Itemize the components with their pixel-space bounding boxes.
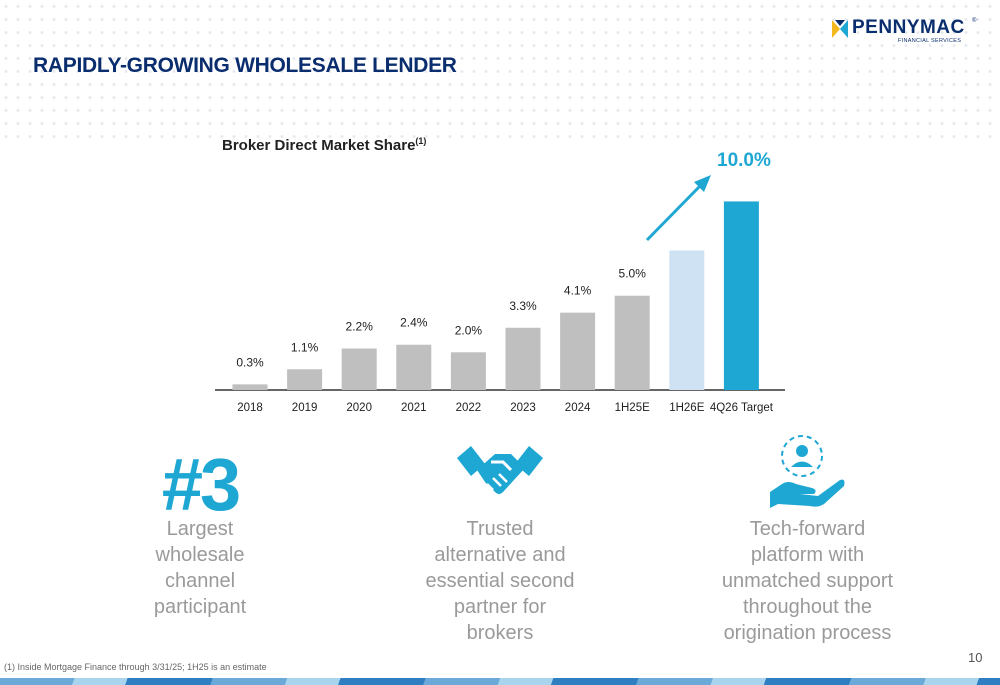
data-label-2019: 1.1%: [291, 340, 319, 354]
footnote: (1) Inside Mortgage Finance through 3/31…: [4, 662, 267, 672]
bar-1H26E: [669, 250, 705, 390]
page-number: 10: [968, 650, 983, 665]
data-label-2020: 2.2%: [346, 320, 374, 334]
trend-arrow-head-icon: [694, 175, 711, 192]
data-label-2021: 2.4%: [400, 316, 428, 330]
chart-title-footnote-mark: (1): [415, 136, 427, 146]
bar-2020: [341, 348, 377, 390]
caption-line: Tech-forward: [749, 518, 866, 540]
caption-line: wholesale: [155, 544, 245, 566]
bar-2019: [287, 369, 323, 390]
caption-line: unmatched support: [721, 570, 894, 592]
data-label-1H25E: 5.0%: [619, 267, 647, 281]
chart-title: Broker Direct Market Share(1): [222, 136, 426, 154]
rank-stat: #3: [161, 443, 241, 526]
bar-2018: [232, 384, 268, 390]
tick-label-2019: 2019: [292, 402, 318, 414]
caption-line: essential second: [425, 570, 575, 592]
tick-label-4Q26 Target: 4Q26 Target: [710, 402, 774, 414]
tick-label-2018: 2018: [237, 402, 263, 414]
data-label-2022: 2.0%: [455, 323, 483, 337]
handshake-icon: [457, 446, 543, 494]
caption-line: Largest: [166, 518, 234, 540]
tick-label-1H25E: 1H25E: [615, 402, 650, 414]
tick-label-2021: 2021: [401, 402, 427, 414]
bottom-decorative-bar: [0, 678, 1000, 685]
logo-registered-mark: ®: [972, 18, 977, 24]
highlight-caption-platform: Tech-forward platform with unmatched sup…: [695, 516, 920, 646]
market-share-bar-chart: 0.3% 2018 1.1% 2019 2.2% 2020 2.4% 2021 2.0% 2022…: [215, 175, 785, 414]
caption-line: throughout the: [743, 596, 872, 618]
trend-arrow-line: [645, 184, 702, 242]
bar-2024: [560, 312, 596, 390]
bar-2023: [505, 327, 541, 390]
data-label-2024: 4.1%: [564, 284, 592, 298]
bar-2021: [396, 344, 432, 390]
caption-line: partner for: [453, 596, 547, 618]
hand-person-icon: [770, 435, 845, 508]
highlight-caption-partner: Trusted alternative and essential second…: [400, 516, 600, 646]
caption-line: alternative and: [434, 544, 566, 566]
tick-label-2023: 2023: [510, 402, 536, 414]
pennymac-mark-icon: [832, 20, 848, 38]
bar-1H25E: [614, 295, 650, 390]
page-title: RAPIDLY-GROWING WHOLESALE LENDER: [33, 54, 457, 77]
bar-4Q26 Target: [723, 201, 759, 390]
chart-title-text: Broker Direct Market Share: [222, 137, 416, 154]
logo-name: PENNYMAC: [852, 17, 965, 38]
bar-2022: [450, 352, 486, 390]
tick-label-1H26E: 1H26E: [669, 402, 704, 414]
logo-tagline: FINANCIAL SERVICES: [898, 38, 962, 44]
caption-line: brokers: [466, 622, 534, 644]
tick-label-2022: 2022: [456, 402, 482, 414]
target-callout-value: 10.0%: [717, 150, 771, 171]
data-label-2018: 0.3%: [236, 355, 264, 369]
tick-label-2020: 2020: [346, 402, 372, 414]
pennymac-logo: PENNYMAC ® FINANCIAL SERVICES: [832, 17, 982, 48]
caption-line: origination process: [723, 622, 892, 644]
tick-label-2024: 2024: [565, 402, 591, 414]
data-label-2023: 3.3%: [509, 299, 537, 313]
caption-line: participant: [153, 596, 247, 618]
caption-line: Trusted: [466, 518, 534, 540]
caption-line: channel: [164, 570, 236, 592]
caption-line: platform with: [750, 544, 865, 566]
highlight-caption-rank: Largest wholesale channel participant: [120, 516, 280, 620]
